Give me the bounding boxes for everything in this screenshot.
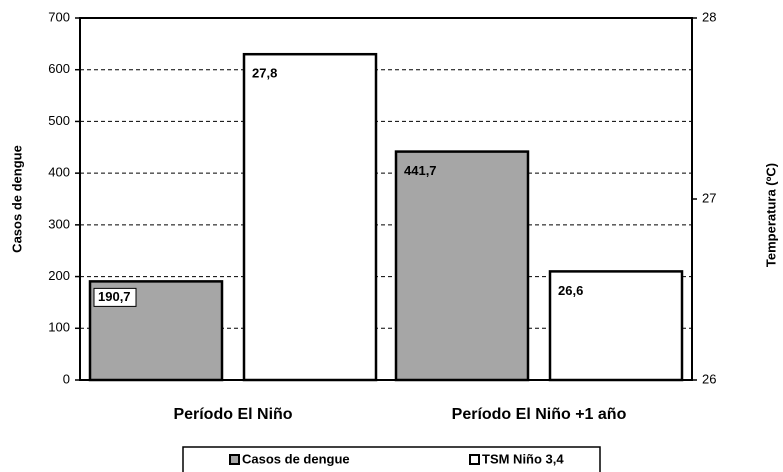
y2-axis-label: Temperatura (ºC) <box>763 163 778 267</box>
plot-frame <box>79 17 693 381</box>
x-tick-label: Período El Niño +1 año <box>452 406 627 423</box>
y-tick-label: 600 <box>48 61 70 76</box>
y2-tick-label: 27 <box>702 190 716 205</box>
legend-swatch <box>469 454 480 465</box>
x-tick-label: Período El Niño <box>173 406 292 423</box>
y-tick-label: 200 <box>48 268 70 283</box>
y-tick-label: 0 <box>63 371 70 386</box>
bar <box>88 280 224 382</box>
label-box <box>93 287 137 307</box>
y2-tick-label: 26 <box>702 371 716 386</box>
y-tick-label: 100 <box>48 320 70 335</box>
bar <box>394 150 530 382</box>
y-tick-label: 300 <box>48 216 70 231</box>
y2-tick-label: 28 <box>702 9 716 24</box>
y-tick-label: 500 <box>48 113 70 128</box>
bar <box>242 52 378 382</box>
value-label: 441,7 <box>404 163 437 178</box>
bar <box>548 270 684 382</box>
y-tick-label: 400 <box>48 165 70 180</box>
legend-swatch <box>229 454 240 465</box>
legend-box <box>182 446 601 472</box>
legend-label: Casos de dengue <box>242 451 350 466</box>
y-tick-label: 700 <box>48 9 70 24</box>
value-label: 27,8 <box>252 66 277 81</box>
y-axis-label: Casos de dengue <box>9 145 24 253</box>
legend-label: TSM Niño 3,4 <box>482 451 564 466</box>
value-label: 26,6 <box>558 283 583 298</box>
value-label: 190,7 <box>98 289 131 304</box>
